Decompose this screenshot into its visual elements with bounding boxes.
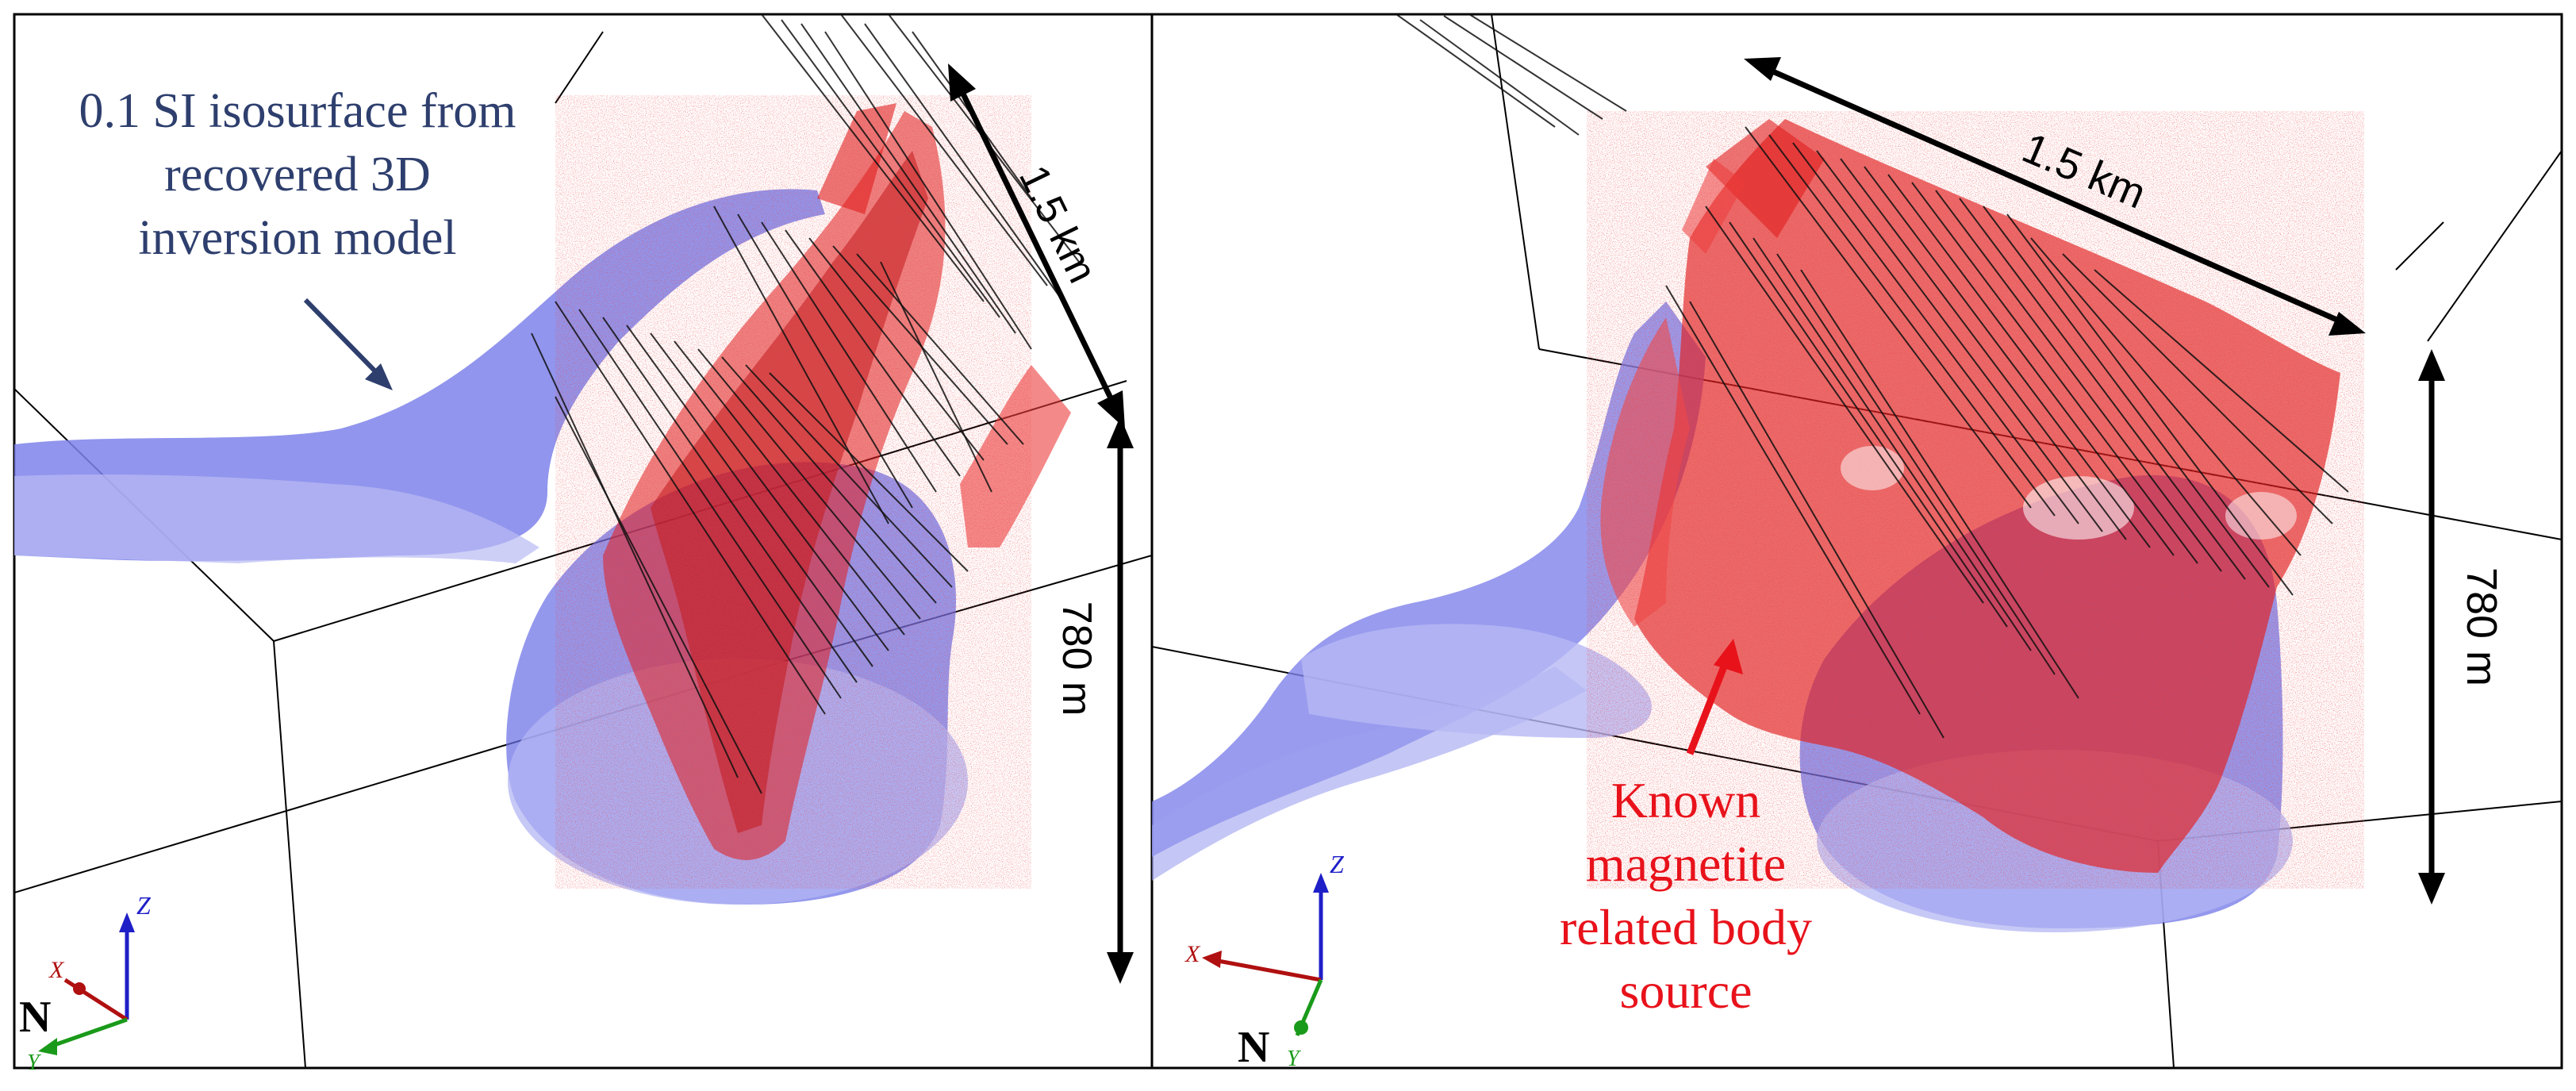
- right-axis-triad: Z X Y N: [1184, 850, 1345, 1072]
- right-drillholes: [1395, 14, 2349, 739]
- left-depth-arrow: [1107, 417, 1134, 984]
- left-axis-x-label: X: [48, 957, 65, 983]
- right-annotation-line-4: source: [1619, 962, 1752, 1019]
- right-annotation-line-2: magnetite: [1586, 836, 1786, 892]
- right-red-body: [1587, 111, 2364, 889]
- left-axis-z-label: Z: [136, 891, 152, 920]
- right-axis-x-label: X: [1184, 941, 1201, 967]
- left-drillholes: [531, 14, 1080, 794]
- right-annotation-line-1: Known: [1611, 772, 1760, 828]
- right-north-label: N: [1238, 1023, 1269, 1072]
- right-axis-z-label: Z: [1330, 850, 1345, 878]
- left-depth-label: 780 m: [1054, 601, 1100, 716]
- left-length-arrow: [948, 63, 1125, 428]
- left-axis-y-label: Y: [27, 1051, 42, 1075]
- left-annotation-line-3: inversion model: [138, 211, 456, 265]
- right-annotation-arrow: [1686, 639, 1743, 755]
- right-axis-y-label: Y: [1287, 1047, 1302, 1071]
- left-annotation-line-1: 0.1 SI isosurface from: [79, 84, 516, 138]
- left-annotation-arrow: [303, 298, 393, 390]
- right-depth-arrow: [2418, 349, 2445, 905]
- right-length-arrow: [1744, 57, 2366, 336]
- left-annotation-line-2: recovered 3D: [164, 148, 431, 202]
- left-north-label: N: [19, 993, 51, 1042]
- right-panel: 1.5 km 780 m Known magnetite related bod…: [1150, 13, 2563, 1072]
- right-depth-label: 780 m: [2458, 567, 2505, 686]
- left-axis-triad: Z X Y N: [19, 891, 152, 1075]
- right-annotation-line-3: related body: [1560, 899, 1812, 955]
- left-panel: 0.1 SI isosurface from recovered 3D inve…: [13, 13, 1154, 1075]
